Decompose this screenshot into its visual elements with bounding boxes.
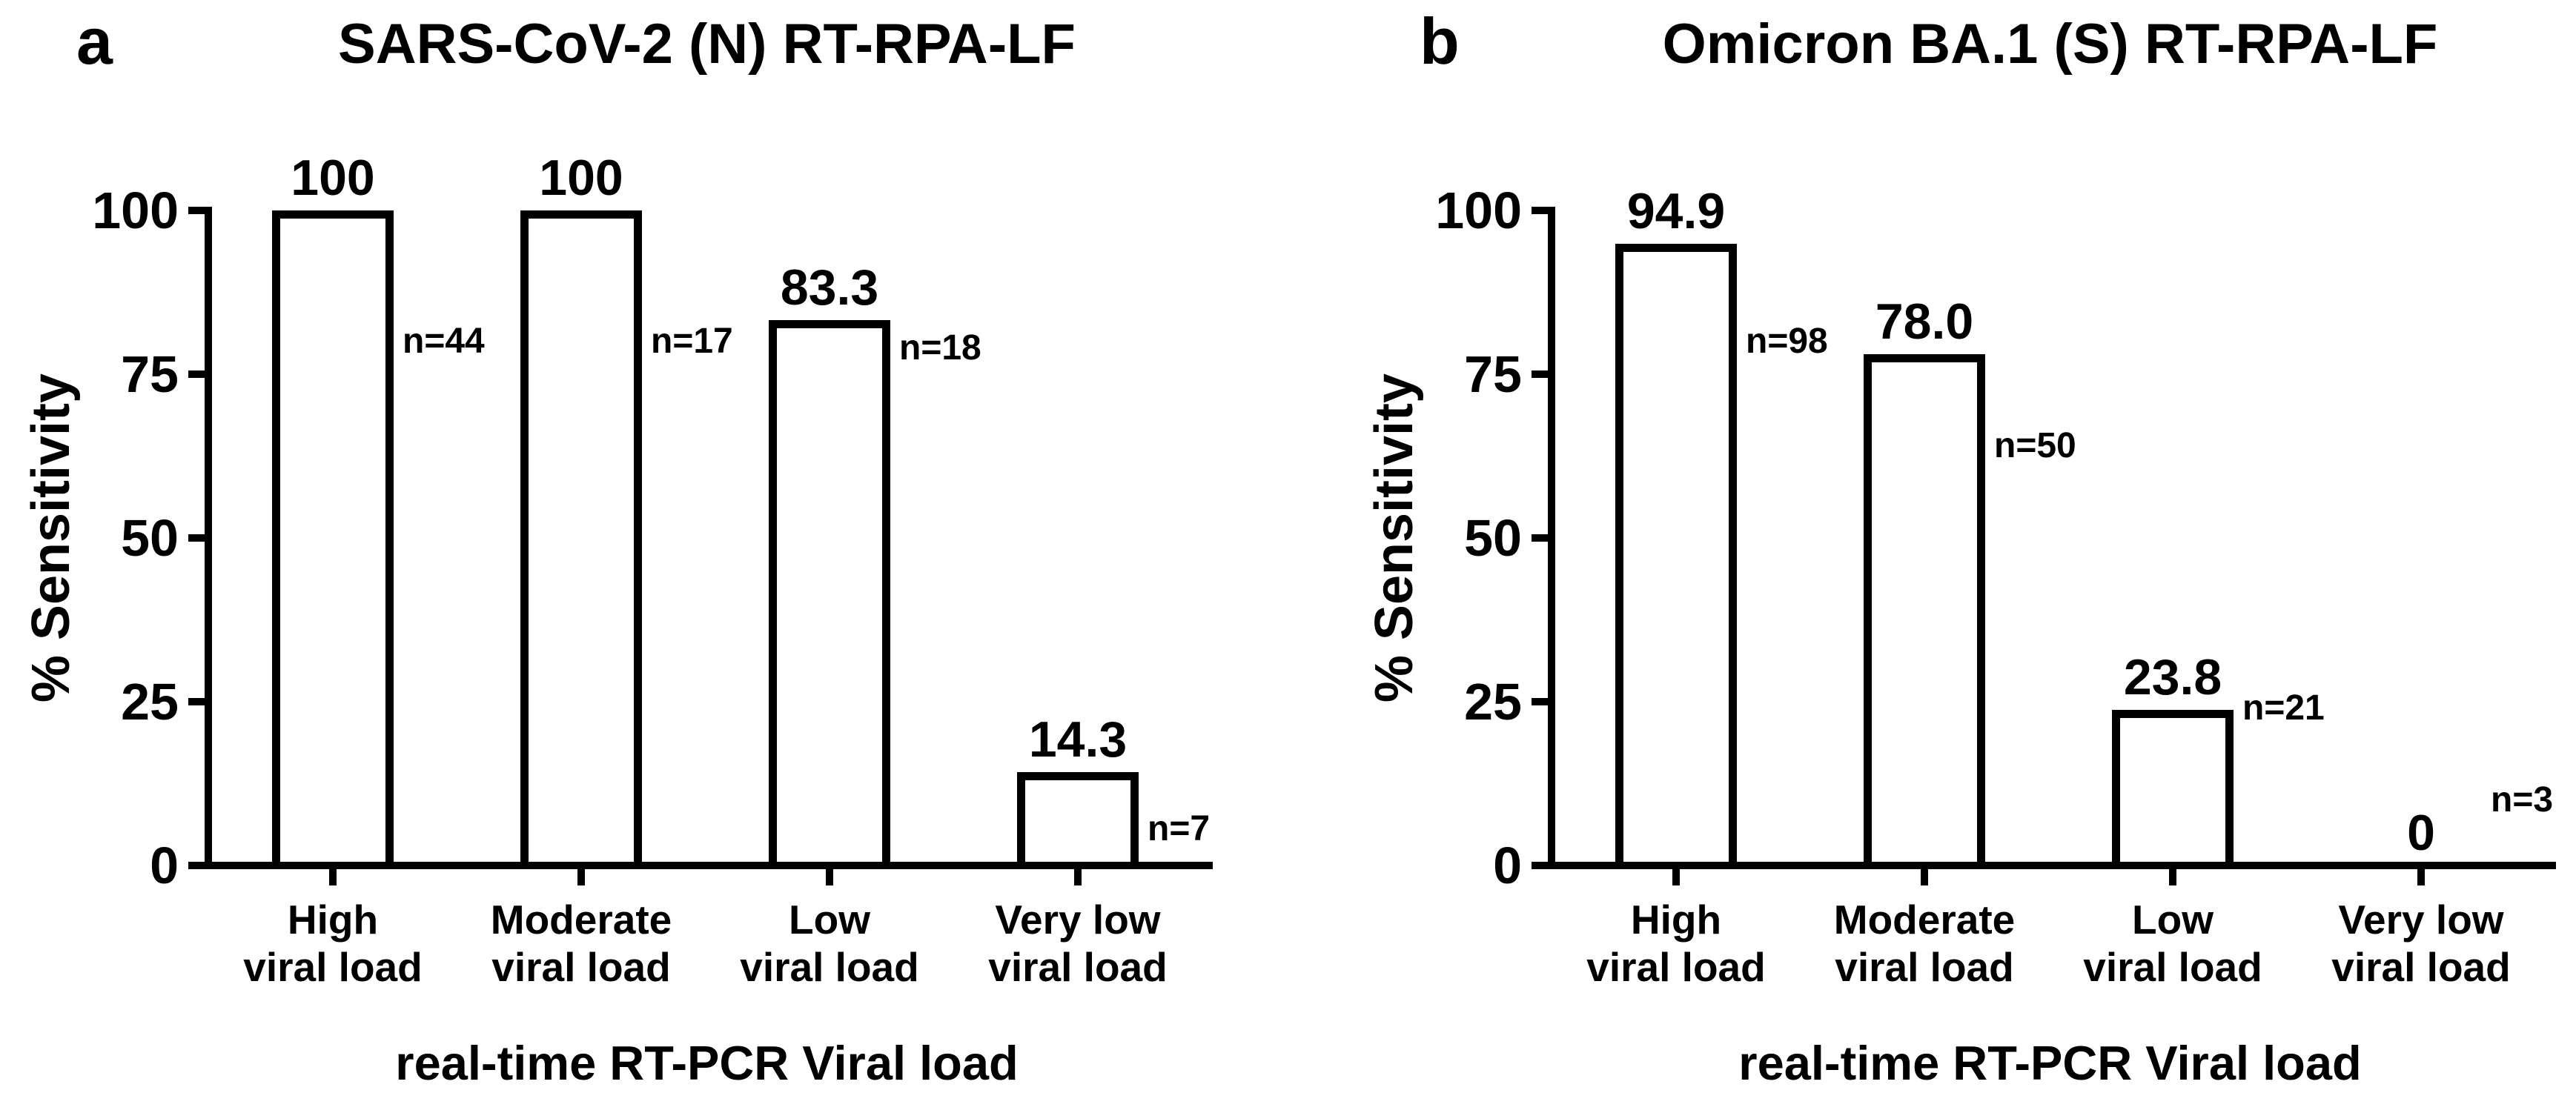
x-category-label: Moderate viral load [1833,897,2016,990]
x-tick [577,869,585,885]
bar-n-label: n=50 [1994,426,2076,466]
y-tick-label: 25 [1464,673,1522,731]
x-tick [1074,869,1082,885]
y-tick [1532,370,1552,378]
bar [769,319,890,862]
bar-n-label: n=18 [899,328,981,368]
bar [1017,771,1139,862]
bar-n-label: n=17 [651,321,733,361]
y-tick [188,207,208,214]
y-tick [1532,207,1552,214]
y-tick [1532,698,1552,705]
bar [2112,709,2234,862]
x-tick [1921,869,1928,885]
y-tick [1532,862,1552,869]
x-axis-line [1548,862,2556,869]
x-tick [1672,869,1680,885]
x-category-label: Low viral load [740,897,919,990]
panel-b: b Omicron BA.1 (S) RT-RPA-LF % Sensitivi… [1343,0,2576,1110]
bar-value-label: 0 [2407,805,2435,861]
bar-n-label: n=3 [2491,780,2554,820]
y-tick-label: 50 [121,509,179,567]
panel-b-letter: b [1420,4,1460,78]
y-tick-label: 75 [1464,345,1522,403]
x-axis-line [205,862,1213,869]
bar-n-label: n=21 [2242,688,2325,728]
bar-value-label: 14.3 [1028,711,1128,768]
panel-a-x-axis-title: real-time RT-PCR Viral load [395,1036,1019,1090]
x-category-label: Low viral load [2083,897,2262,990]
bar [520,210,642,862]
x-tick [329,869,337,885]
x-category-label: High viral load [1586,897,1766,990]
panel-b-plot: 0 25 50 75 100 94.9 n=98 High viral load 78.0 n=5… [1435,185,2556,990]
bar [1615,244,1737,862]
bar-n-label: n=98 [1746,321,1828,361]
y-tick [1532,534,1552,542]
bar-value-label: 100 [291,150,375,206]
x-category-label: High viral load [243,897,423,990]
bar-value-label: 83.3 [780,259,879,316]
bar-n-label: n=44 [403,321,485,361]
y-tick [188,534,208,542]
bar-value-label: 78.0 [1875,293,1974,350]
bar-value-label: 100 [539,150,623,206]
panel-a-plot: 0 25 50 75 100 100 n=44 High viral load 100 n=17 M… [92,153,1213,990]
bar [272,210,394,862]
x-tick [2169,869,2176,885]
panel-a-title: SARS-CoV-2 (N) RT-RPA-LF [338,13,1076,76]
y-tick [188,862,208,869]
y-tick-label: 50 [1464,509,1522,567]
y-tick-label: 100 [1435,182,1522,239]
y-tick-label: 100 [92,182,179,239]
y-tick-label: 25 [121,673,179,731]
panel-b-title: Omicron BA.1 (S) RT-RPA-LF [1662,13,2438,76]
y-tick [188,370,208,378]
panel-b-x-axis-title: real-time RT-PCR Viral load [1738,1036,2362,1090]
bar [1864,354,1985,862]
panel-a: a SARS-CoV-2 (N) RT-RPA-LF % Sensitivity… [21,4,1213,1090]
x-category-label: Very low viral load [2331,897,2511,990]
y-axis-line [1548,207,1555,869]
panel-a-letter: a [76,4,113,78]
bar-value-label: 23.8 [2123,648,2222,705]
x-category-label: Very low viral load [988,897,1168,990]
bar-value-label: 94.9 [1626,183,1726,240]
y-axis-line [205,207,212,869]
y-tick-label: 0 [150,837,179,894]
y-tick-label: 0 [1493,837,1522,894]
bar-n-label: n=7 [1148,809,1211,849]
x-category-label: Moderate viral load [490,897,672,990]
x-tick [826,869,833,885]
x-tick [2417,869,2425,885]
y-tick-label: 75 [121,345,179,403]
y-tick [188,698,208,705]
